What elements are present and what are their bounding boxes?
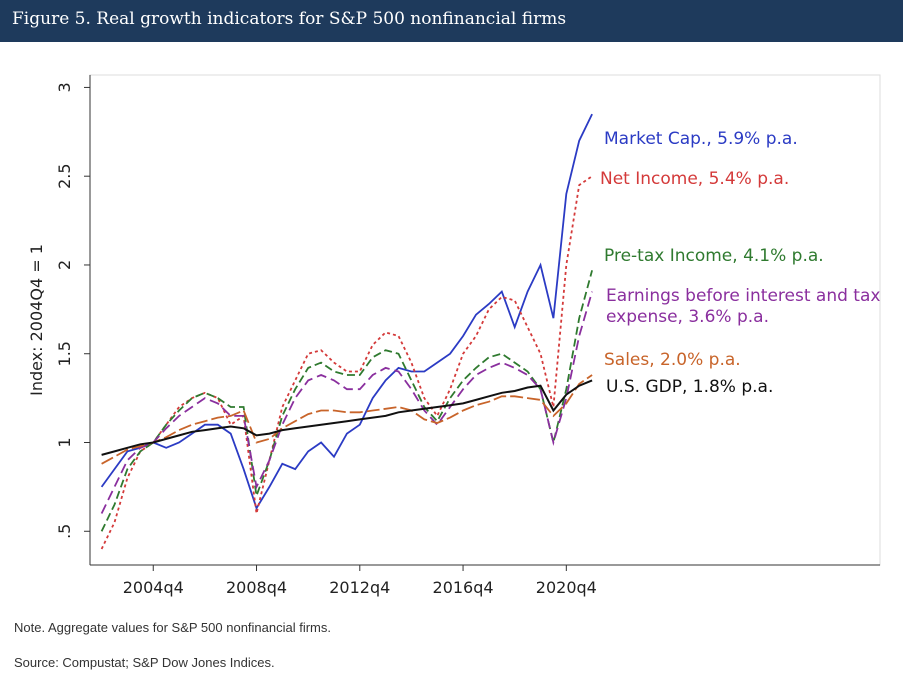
title-banner: Figure 5. Real growth indicators for S&P… <box>0 0 903 42</box>
y-tick-label: 2.5 <box>55 163 74 188</box>
series-line <box>101 379 593 456</box>
x-tick-label: 2008q4 <box>226 578 287 597</box>
series-label: U.S. GDP, 1.8% p.a. <box>606 377 774 397</box>
series-label: Pre-tax Income, 4.1% p.a. <box>604 246 824 266</box>
y-axis-label: Index: 2004Q4 = 1 <box>27 244 46 396</box>
y-tick-label: 3 <box>55 82 74 92</box>
series-label: Sales, 2.0% p.a. <box>604 350 741 370</box>
series-label: Market Cap., 5.9% p.a. <box>604 129 798 149</box>
series-label: Earnings before interest and tax expense… <box>606 286 881 327</box>
x-tick-label: 2004q4 <box>123 578 184 597</box>
y-tick-label: 1 <box>55 437 74 447</box>
y-tick-label: 1.5 <box>55 341 74 366</box>
chart-title: Figure 5. Real growth indicators for S&P… <box>12 9 567 29</box>
series-line <box>100 270 593 532</box>
y-tick-label: .5 <box>55 524 74 539</box>
series-line <box>100 175 593 550</box>
source: Source: Compustat; S&P Dow Jones Indices… <box>14 655 275 670</box>
series-label: Net Income, 5.4% p.a. <box>600 169 790 189</box>
series-line <box>101 374 593 465</box>
series-line <box>100 113 593 511</box>
series-line <box>100 291 593 514</box>
x-tick-label: 2012q4 <box>329 578 390 597</box>
y-tick-label: 2 <box>55 260 74 270</box>
chart: Index: 2004Q4 = 1 .5 1 1.5 2 2.5 3 2004q4 2008q… <box>27 74 881 597</box>
note: Note. Aggregate values for S&P 500 nonfi… <box>14 620 332 635</box>
x-tick-label: 2020q4 <box>536 578 597 597</box>
x-tick-label: 2016q4 <box>433 578 494 597</box>
